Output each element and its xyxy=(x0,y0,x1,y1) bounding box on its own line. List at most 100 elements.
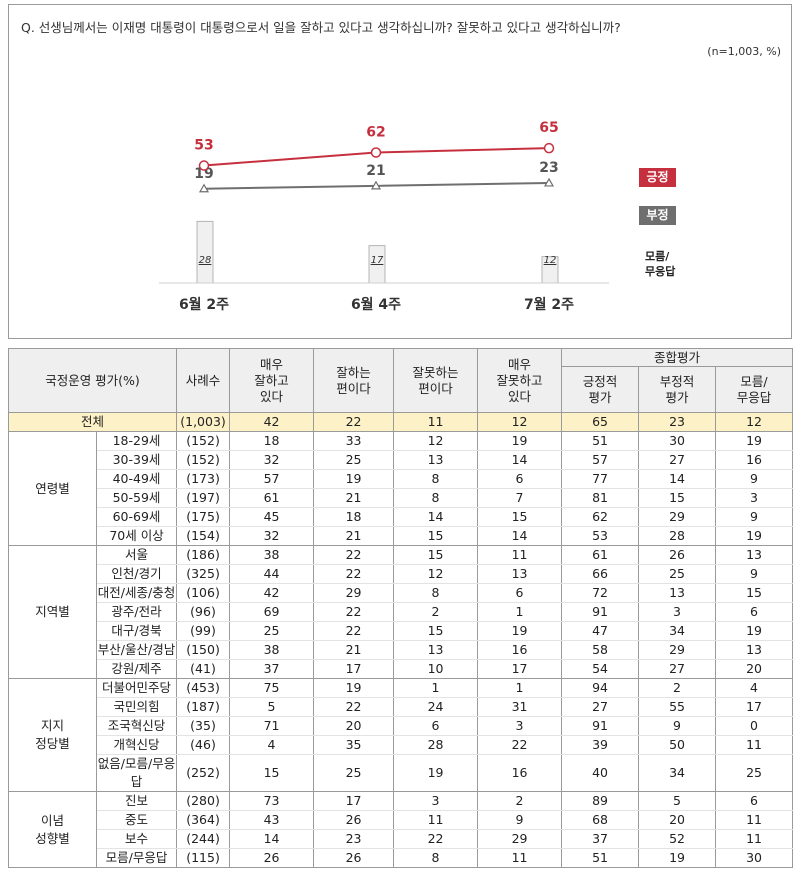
table-row: 지역별 서울 (186) 38 22 15 11 61 26 13 xyxy=(8,545,794,679)
row-cell: 13 xyxy=(477,564,563,584)
row-cell: 40 xyxy=(561,754,640,792)
header-bad: 잘못하는 편이다 xyxy=(393,348,479,413)
row-label: 40-49세 xyxy=(95,469,178,489)
header-label: 국정운영 평가(%) xyxy=(7,348,178,413)
row-label: 30-39세 xyxy=(95,450,178,470)
row-n: (197) xyxy=(176,488,231,508)
row-cell: 12 xyxy=(393,431,479,451)
total-cell: 65 xyxy=(561,412,640,432)
row-cell: 9 xyxy=(638,716,717,736)
row-cell: 31 xyxy=(477,697,563,717)
row-cell: 27 xyxy=(561,697,640,717)
total-row: 전체 (1,003) 42 22 11 12 65 23 12 xyxy=(7,412,794,432)
row-cell: 1 xyxy=(393,678,479,698)
row-cell: 29 xyxy=(477,829,563,849)
header-good: 잘하는 편이다 xyxy=(313,348,395,413)
row-cell: 18 xyxy=(229,431,315,451)
row-n: (106) xyxy=(176,583,231,603)
row-label: 모름/무응답 xyxy=(95,848,178,868)
row-cell: 72 xyxy=(561,583,640,603)
group-label: 지지 정당별 xyxy=(8,678,97,792)
header-dont-know: 모름/ 무응답 xyxy=(715,366,794,413)
header-summary: 종합평가 xyxy=(561,348,794,367)
row-cell: 14 xyxy=(477,450,563,470)
dont-know-label: 12 xyxy=(544,255,557,266)
row-cell: 19 xyxy=(715,526,794,546)
row-cell: 50 xyxy=(638,735,717,755)
positive-point xyxy=(543,142,555,154)
row-cell: 2 xyxy=(393,602,479,622)
positive-point xyxy=(198,160,210,171)
total-cell: 12 xyxy=(715,412,794,432)
row-cell: 21 xyxy=(313,526,395,546)
table-row: 이념 성향별 진보 (280) 73 17 3 2 89 5 6 xyxy=(8,791,794,868)
row-cell: 13 xyxy=(393,640,479,660)
row-cell: 1 xyxy=(477,678,563,698)
row-cell: 15 xyxy=(715,583,794,603)
row-cell: 11 xyxy=(393,810,479,830)
row-label: 대전/세종/충청 xyxy=(95,583,178,603)
row-cell: 9 xyxy=(715,469,794,489)
row-cell: 15 xyxy=(229,754,315,792)
row-cell: 20 xyxy=(638,810,717,830)
negative-point xyxy=(198,183,210,193)
row-cell: 61 xyxy=(561,545,640,565)
legend-negative: 부정 xyxy=(639,206,676,225)
row-cell: 20 xyxy=(715,659,794,679)
row-label: 강원/제주 xyxy=(95,659,178,679)
row-cell: 2 xyxy=(477,791,563,811)
total-cell: 12 xyxy=(477,412,563,432)
negative-label: 19 xyxy=(194,166,213,182)
row-n: (152) xyxy=(176,431,231,451)
row-cell: 11 xyxy=(715,735,794,755)
row-cell: 22 xyxy=(313,602,395,622)
row-label: 인천/경기 xyxy=(95,564,178,584)
row-cell: 30 xyxy=(715,848,794,868)
row-cell: 24 xyxy=(393,697,479,717)
table-row: 중도 (364) 43 26 11 9 68 20 11 xyxy=(9,810,794,830)
sample-note: (n=1,003, %) xyxy=(707,45,781,58)
x-tick-label: 6월 4주 xyxy=(351,296,401,313)
row-label: 서울 xyxy=(95,545,178,565)
table-row: 대전/세종/충청 (106) 42 29 8 6 72 13 15 xyxy=(9,583,794,603)
row-n: (154) xyxy=(176,526,231,546)
question-text: Q. 선생님께서는 이재명 대통령이 대통령으로서 일을 잘하고 있다고 생각하… xyxy=(21,20,621,35)
dont-know-bar xyxy=(196,220,214,284)
group-label: 이념 성향별 xyxy=(8,791,97,868)
row-cell: 57 xyxy=(561,450,640,470)
row-cell: 15 xyxy=(393,526,479,546)
row-cell: 13 xyxy=(715,640,794,660)
table-row: 연령별 18-29세 (152) 18 33 12 19 51 30 19 xyxy=(8,431,794,546)
row-cell: 30 xyxy=(638,431,717,451)
trend-chart: 28 17 12 19 21 23 53 62 65 6월 2주 6월 4주 7월 2주 xyxy=(159,120,609,313)
table-row: 30-39세 (152) 32 25 13 14 57 27 16 xyxy=(9,450,794,470)
row-cell: 91 xyxy=(561,716,640,736)
row-label: 50-59세 xyxy=(95,488,178,508)
table-row: 50-59세 (197) 61 21 8 7 81 15 3 xyxy=(9,488,794,508)
row-label: 18-29세 xyxy=(95,431,178,451)
total-n: (1,003) xyxy=(176,412,231,432)
row-cell: 42 xyxy=(229,583,315,603)
x-tick-label: 6월 2주 xyxy=(179,296,229,313)
table-row: 70세 이상 (154) 32 21 15 14 53 28 19 xyxy=(9,526,794,546)
row-label: 없음/모름/무응답 xyxy=(95,754,178,792)
row-n: (252) xyxy=(176,754,231,792)
row-cell: 16 xyxy=(715,450,794,470)
row-cell: 73 xyxy=(229,791,315,811)
row-cell: 19 xyxy=(477,621,563,641)
row-cell: 3 xyxy=(715,488,794,508)
legend-positive: 긍정 xyxy=(639,168,676,187)
positive-point xyxy=(370,147,382,158)
row-cell: 34 xyxy=(638,621,717,641)
row-cell: 17 xyxy=(477,659,563,679)
table-row: 대구/경북 (99) 25 22 15 19 47 34 19 xyxy=(9,621,794,641)
row-n: (152) xyxy=(176,450,231,470)
row-cell: 11 xyxy=(477,848,563,868)
row-cell: 25 xyxy=(313,450,395,470)
row-cell: 19 xyxy=(638,848,717,868)
row-cell: 16 xyxy=(477,640,563,660)
row-cell: 27 xyxy=(638,659,717,679)
row-n: (244) xyxy=(176,829,231,849)
row-cell: 10 xyxy=(393,659,479,679)
row-cell: 81 xyxy=(561,488,640,508)
